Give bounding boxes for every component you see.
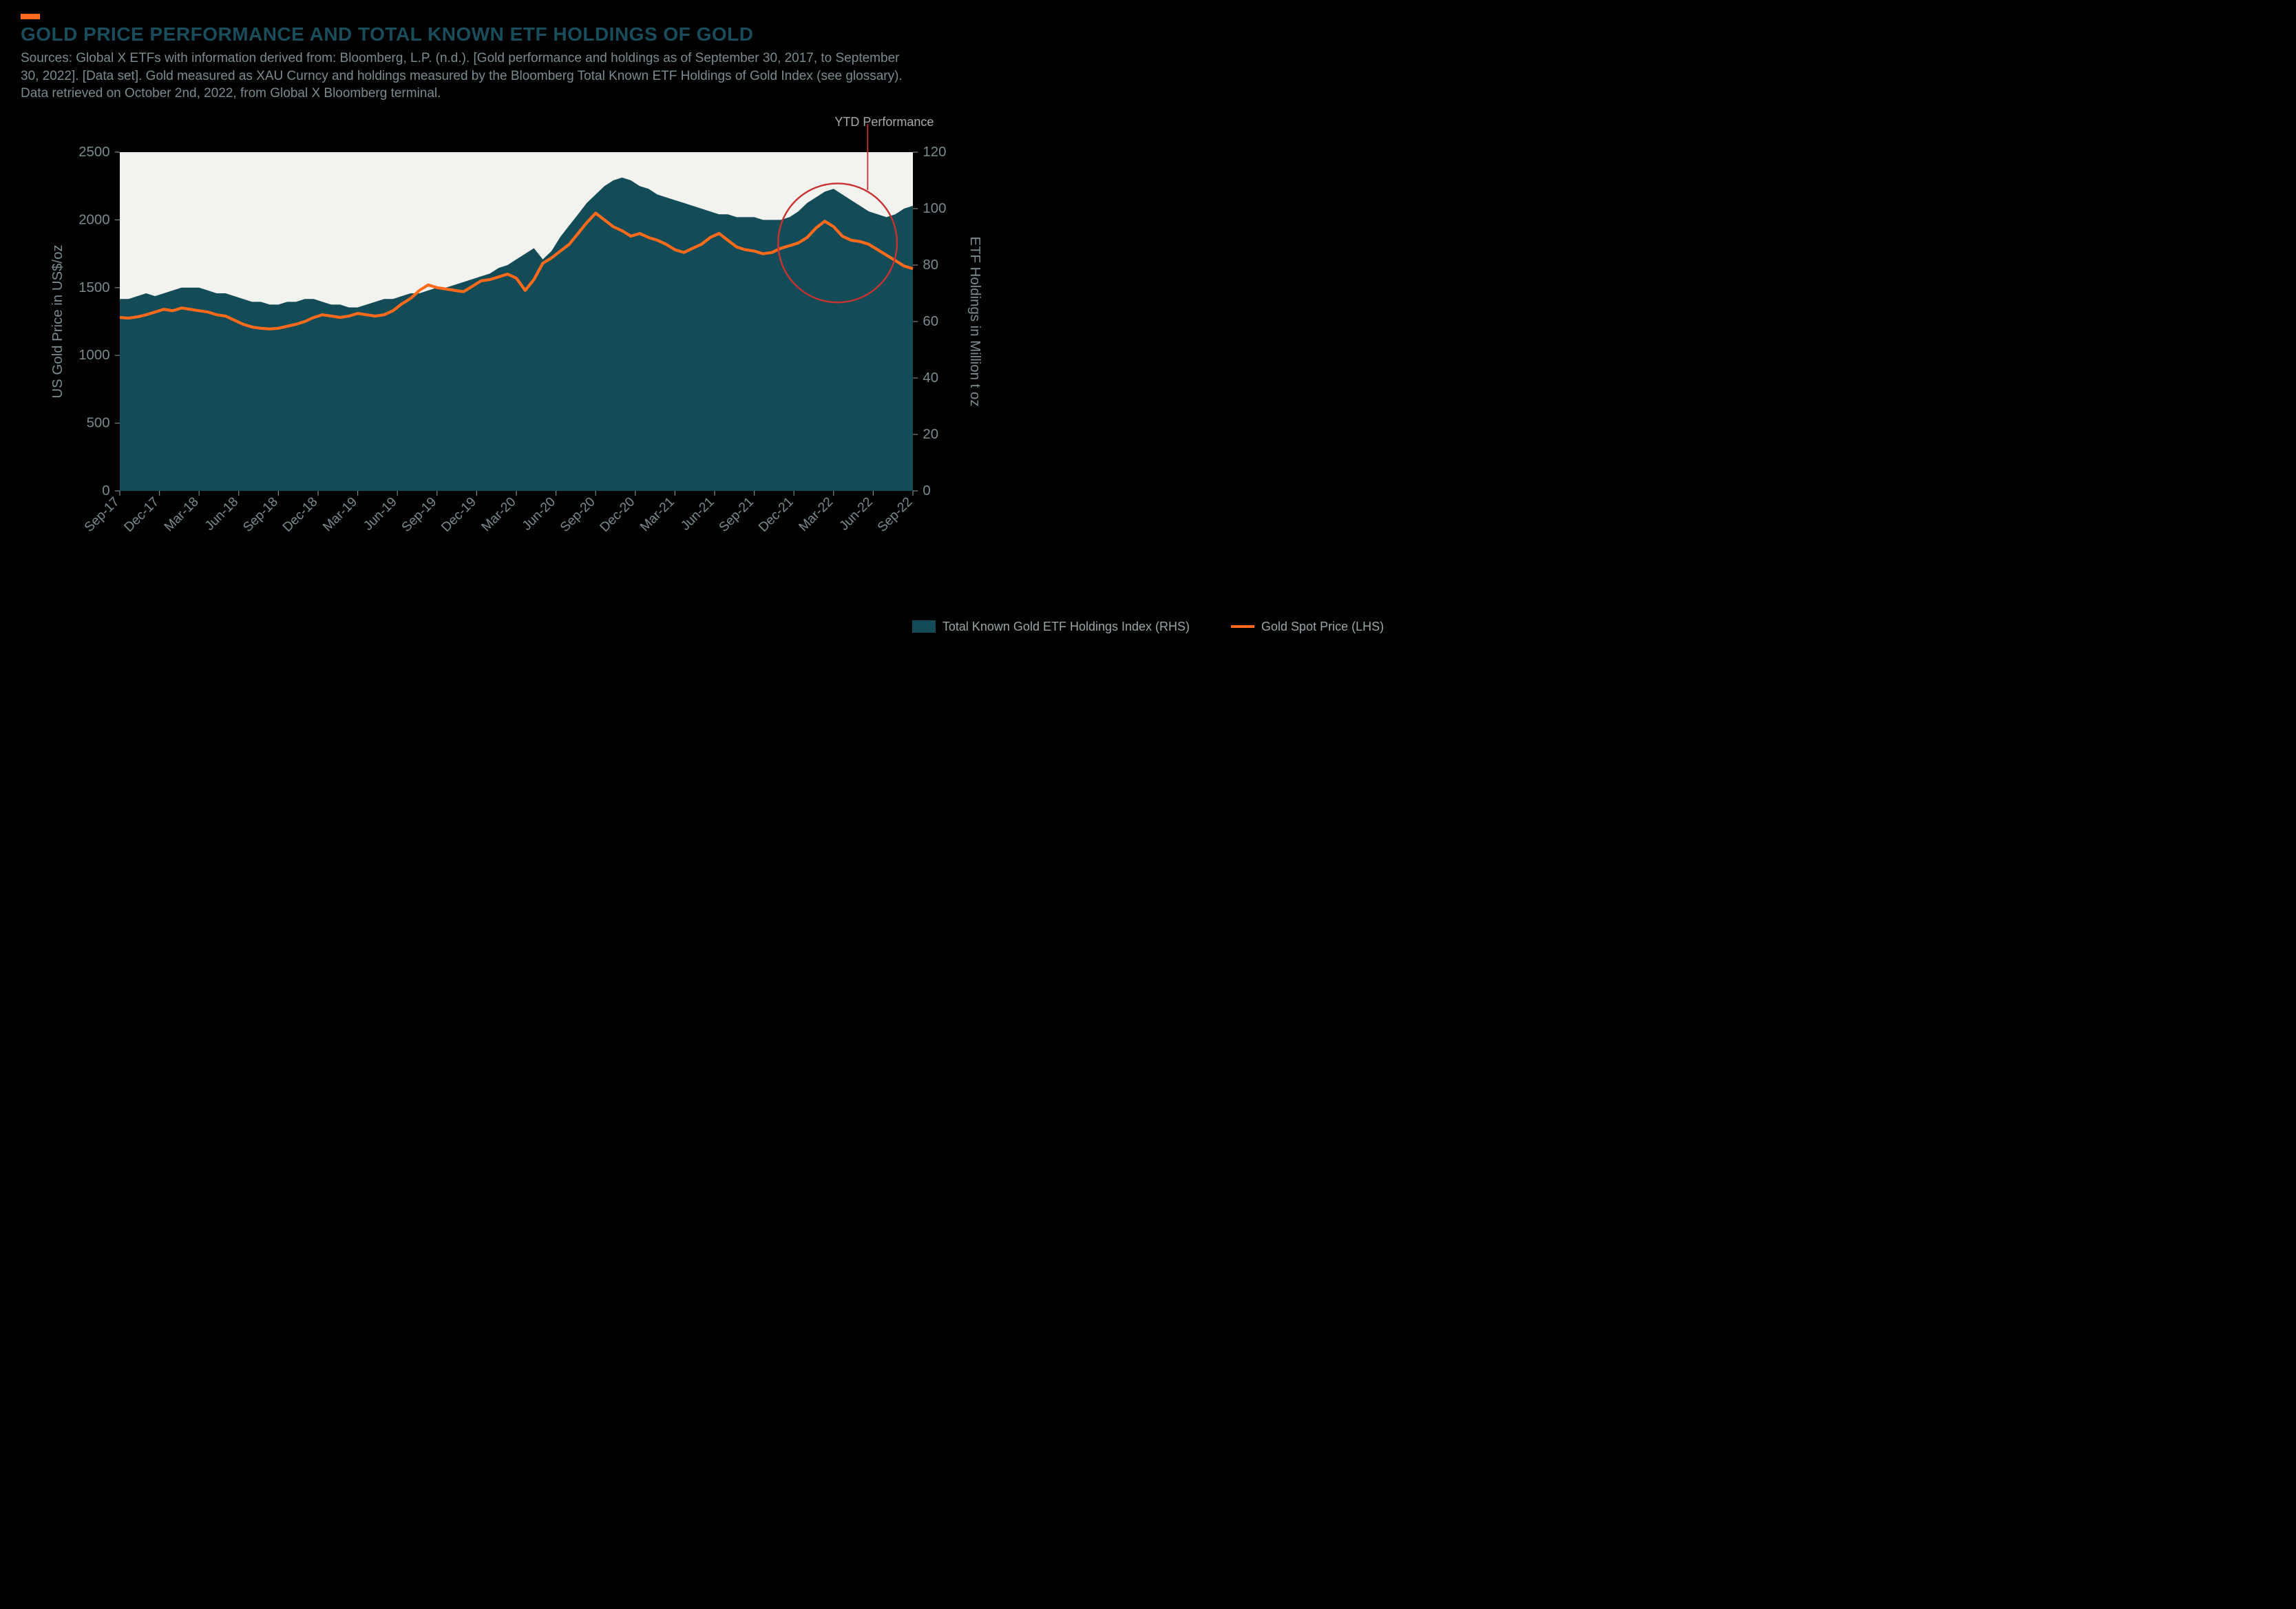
accent-bar (21, 14, 40, 19)
svg-text:Mar-22: Mar-22 (797, 494, 836, 534)
svg-text:Mar-18: Mar-18 (162, 494, 202, 534)
svg-text:Dec-21: Dec-21 (756, 494, 797, 535)
legend-item-price: Gold Spot Price (LHS) (1231, 620, 1384, 634)
svg-text:Jun-20: Jun-20 (520, 494, 558, 533)
svg-text:Dec-18: Dec-18 (280, 494, 321, 535)
svg-text:20: 20 (923, 427, 938, 442)
chart-container: YTD Performance 050010001500200025000204… (21, 119, 1012, 585)
legend-swatch-area (912, 620, 936, 633)
ytd-annotation-label: YTD Performance (834, 115, 934, 129)
svg-text:80: 80 (923, 257, 938, 273)
svg-text:Jun-19: Jun-19 (361, 494, 399, 533)
legend-label-price: Gold Spot Price (LHS) (1261, 620, 1384, 634)
svg-text:2000: 2000 (78, 212, 109, 227)
svg-text:Mar-20: Mar-20 (479, 494, 519, 534)
svg-text:60: 60 (923, 314, 938, 329)
svg-text:100: 100 (923, 201, 946, 216)
svg-text:120: 120 (923, 145, 946, 160)
svg-text:Dec-17: Dec-17 (122, 494, 162, 535)
svg-text:40: 40 (923, 370, 938, 386)
svg-text:Mar-21: Mar-21 (638, 494, 677, 534)
svg-text:Sep-22: Sep-22 (875, 494, 916, 535)
svg-text:2500: 2500 (78, 145, 109, 160)
svg-text:Jun-22: Jun-22 (837, 494, 876, 533)
svg-text:Sep-18: Sep-18 (240, 494, 281, 535)
svg-text:1000: 1000 (78, 348, 109, 363)
svg-text:1500: 1500 (78, 280, 109, 295)
svg-text:Dec-19: Dec-19 (439, 494, 479, 535)
dual-axis-chart: 0 500 1000 1500 2000 2500 0 20 40 60 80 100 120 Sep-1… (21, 119, 1012, 582)
svg-text:Sep-17: Sep-17 (82, 494, 123, 535)
svg-text:US Gold Price in US$/oz: US Gold Price in US$/oz (50, 244, 65, 398)
svg-text:Dec-20: Dec-20 (598, 494, 638, 535)
svg-text:500: 500 (87, 416, 110, 431)
svg-text:0: 0 (923, 483, 930, 498)
svg-text:Sep-19: Sep-19 (399, 494, 440, 535)
svg-text:Jun-18: Jun-18 (202, 494, 241, 533)
svg-text:Sep-20: Sep-20 (558, 494, 598, 535)
legend-label-holdings: Total Known Gold ETF Holdings Index (RHS… (942, 620, 1190, 634)
svg-text:Sep-21: Sep-21 (717, 494, 757, 535)
svg-text:0: 0 (102, 483, 109, 498)
legend-item-holdings: Total Known Gold ETF Holdings Index (RHS… (912, 620, 1190, 634)
legend-swatch-line (1231, 625, 1254, 628)
chart-source-subtitle: Sources: Global X ETFs with information … (21, 50, 916, 103)
svg-text:Mar-19: Mar-19 (320, 494, 360, 534)
chart-title: GOLD PRICE PERFORMANCE AND TOTAL KNOWN E… (21, 23, 2275, 45)
svg-text:Jun-21: Jun-21 (678, 494, 717, 533)
svg-text:ETF Holdings in Million t oz: ETF Holdings in Million t oz (967, 236, 982, 406)
chart-legend: Total Known Gold ETF Holdings Index (RHS… (21, 620, 2275, 634)
